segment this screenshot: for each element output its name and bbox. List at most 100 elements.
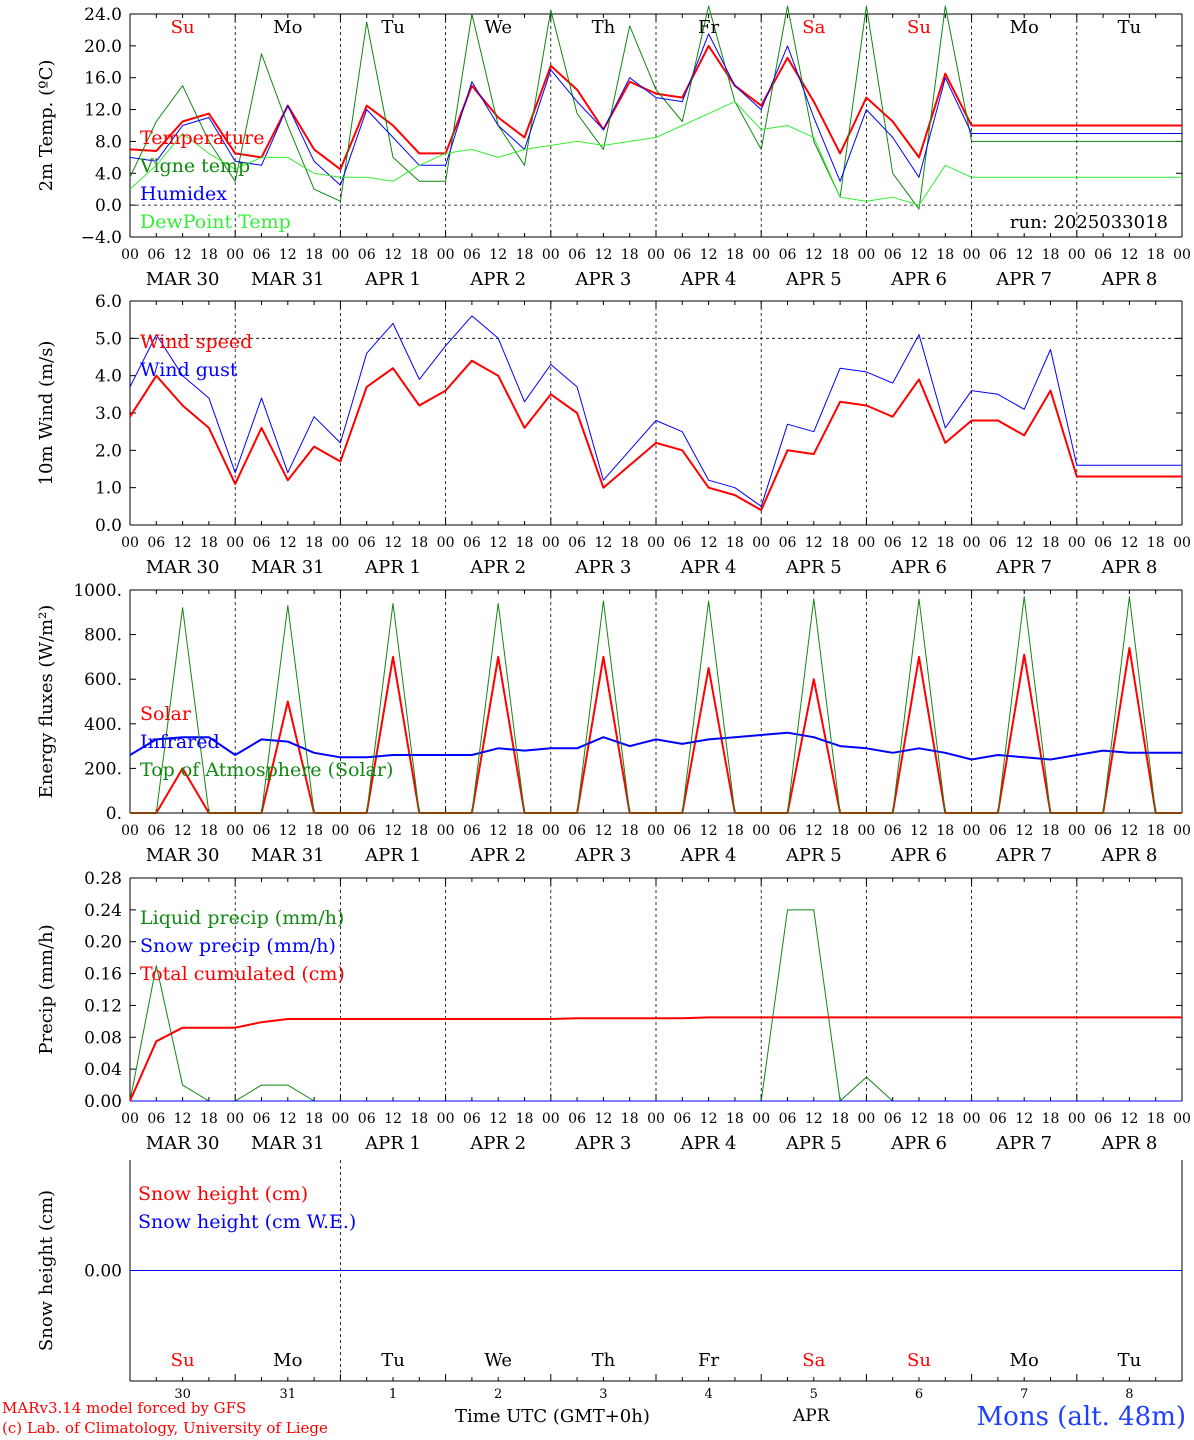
weekday-label: Tu: [381, 17, 405, 38]
hour-tick-label: 00: [647, 1111, 665, 1127]
hour-tick-label: 18: [726, 535, 744, 551]
weekday-label: Sa: [802, 17, 825, 38]
hour-tick-label: 12: [1015, 535, 1033, 551]
hour-tick-label: 12: [700, 823, 718, 839]
date-label: APR 5: [785, 845, 842, 866]
hour-tick-label: 18: [726, 823, 744, 839]
hour-tick-label: 18: [621, 535, 639, 551]
run-annotation: run: 2025033018: [1010, 212, 1168, 233]
hour-tick-label: 06: [568, 1111, 586, 1127]
date-label: APR 1: [364, 269, 421, 290]
station-name: Mons (alt. 48m): [976, 1402, 1186, 1432]
hour-tick-label: 00: [331, 1111, 349, 1127]
panel-4: [129, 877, 1183, 1102]
hour-tick-label: 00: [331, 247, 349, 263]
hour-tick-label: 18: [621, 1111, 639, 1127]
date-label: APR 4: [680, 557, 737, 578]
series-line-2-2: [129, 315, 1182, 507]
hour-tick-label: 06: [884, 1111, 902, 1127]
hour-tick-label: 18: [305, 247, 323, 263]
date-label: APR 3: [574, 1133, 631, 1154]
hour-tick-label: 00: [647, 247, 665, 263]
date-label: APR 3: [574, 845, 631, 866]
legend-entry: Vigne temp: [139, 155, 250, 177]
hour-tick-label: 00: [963, 535, 981, 551]
day-number-label: 4: [704, 1387, 712, 1402]
hour-tick-label: 18: [410, 535, 428, 551]
hour-tick-label: 06: [779, 823, 797, 839]
hour-tick-label: 18: [831, 823, 849, 839]
hour-tick-label: 06: [779, 535, 797, 551]
date-label: APR 5: [785, 557, 842, 578]
hour-tick-label: 00: [121, 1111, 139, 1127]
y-tick-label: 5.0: [95, 329, 122, 349]
y-tick-label: 4.0: [95, 164, 122, 184]
y-tick-label: 0.16: [84, 965, 122, 985]
legend-entry: Solar: [140, 703, 192, 725]
y-tick-label: 800.: [84, 626, 122, 646]
hour-tick-label: 12: [594, 247, 612, 263]
hour-tick-label: 00: [1068, 823, 1086, 839]
y-tick-label: 0.00: [84, 1262, 122, 1282]
hour-tick-label: 06: [1094, 823, 1112, 839]
legend-entry: Infrared: [140, 731, 220, 753]
hour-tick-label: 12: [279, 535, 297, 551]
hour-tick-label: 18: [936, 823, 954, 839]
legend-entry: Temperature: [140, 127, 264, 149]
hour-tick-label: 00: [1068, 247, 1086, 263]
date-label: APR 7: [995, 845, 1052, 866]
hour-tick-label: 06: [1094, 535, 1112, 551]
hour-tick-label: 12: [594, 823, 612, 839]
hour-tick-label: 06: [673, 823, 691, 839]
hour-tick-label: 06: [779, 247, 797, 263]
date-label: MAR 31: [251, 269, 325, 290]
day-number-label: 30: [174, 1387, 191, 1402]
legend-entry: Snow height (cm): [138, 1183, 308, 1205]
y-tick-label: 0.: [106, 804, 122, 824]
date-label: APR 1: [364, 557, 421, 578]
y-tick-label: 0.20: [84, 933, 122, 953]
legend-entry: Total cumulated (cm): [140, 963, 345, 985]
hour-tick-label: 12: [279, 247, 297, 263]
hour-tick-label: 18: [1147, 535, 1165, 551]
hour-tick-label: 00: [647, 535, 665, 551]
hour-tick-label: 12: [384, 823, 402, 839]
day-number-label: 1: [389, 1387, 397, 1402]
hour-tick-label: 00: [752, 247, 770, 263]
date-label: MAR 31: [251, 557, 325, 578]
hour-tick-label: 12: [489, 823, 507, 839]
hour-tick-label: 00: [437, 823, 455, 839]
y-tick-label: 4.0: [95, 367, 122, 387]
date-label: MAR 31: [251, 1133, 325, 1154]
hour-tick-label: 06: [1094, 247, 1112, 263]
weekday-label: Su: [171, 1350, 195, 1371]
hour-tick-label: 00: [857, 247, 875, 263]
y-tick-label: 0.04: [84, 1060, 122, 1080]
date-label: APR 7: [995, 269, 1052, 290]
date-label: APR 5: [785, 1133, 842, 1154]
panel-5: [129, 1160, 1183, 1382]
hour-tick-label: 00: [963, 823, 981, 839]
hour-tick-label: 12: [805, 535, 823, 551]
panel-2: [129, 300, 1183, 526]
y-tick-label: 1.0: [95, 479, 122, 499]
y-tick-label: 3.0: [95, 404, 122, 424]
day-number-label: 31: [280, 1387, 297, 1402]
hour-tick-label: 00: [647, 823, 665, 839]
hour-tick-label: 00: [331, 823, 349, 839]
y-tick-label: 0.08: [84, 1028, 122, 1048]
hour-tick-label: 06: [358, 823, 376, 839]
hour-tick-label: 12: [279, 1111, 297, 1127]
hour-tick-label: 06: [147, 535, 165, 551]
hour-tick-label: 18: [200, 247, 218, 263]
hour-tick-label: 18: [1042, 1111, 1060, 1127]
hour-tick-label: 18: [831, 1111, 849, 1127]
date-label: APR 4: [680, 1133, 737, 1154]
hour-tick-label: 12: [489, 535, 507, 551]
day-number-label: 7: [1020, 1387, 1028, 1402]
hour-tick-label: 06: [989, 1111, 1007, 1127]
date-label: APR 7: [995, 557, 1052, 578]
weekday-label: Tu: [1118, 1350, 1142, 1371]
hour-tick-label: 12: [700, 247, 718, 263]
date-label: APR 8: [1100, 845, 1157, 866]
